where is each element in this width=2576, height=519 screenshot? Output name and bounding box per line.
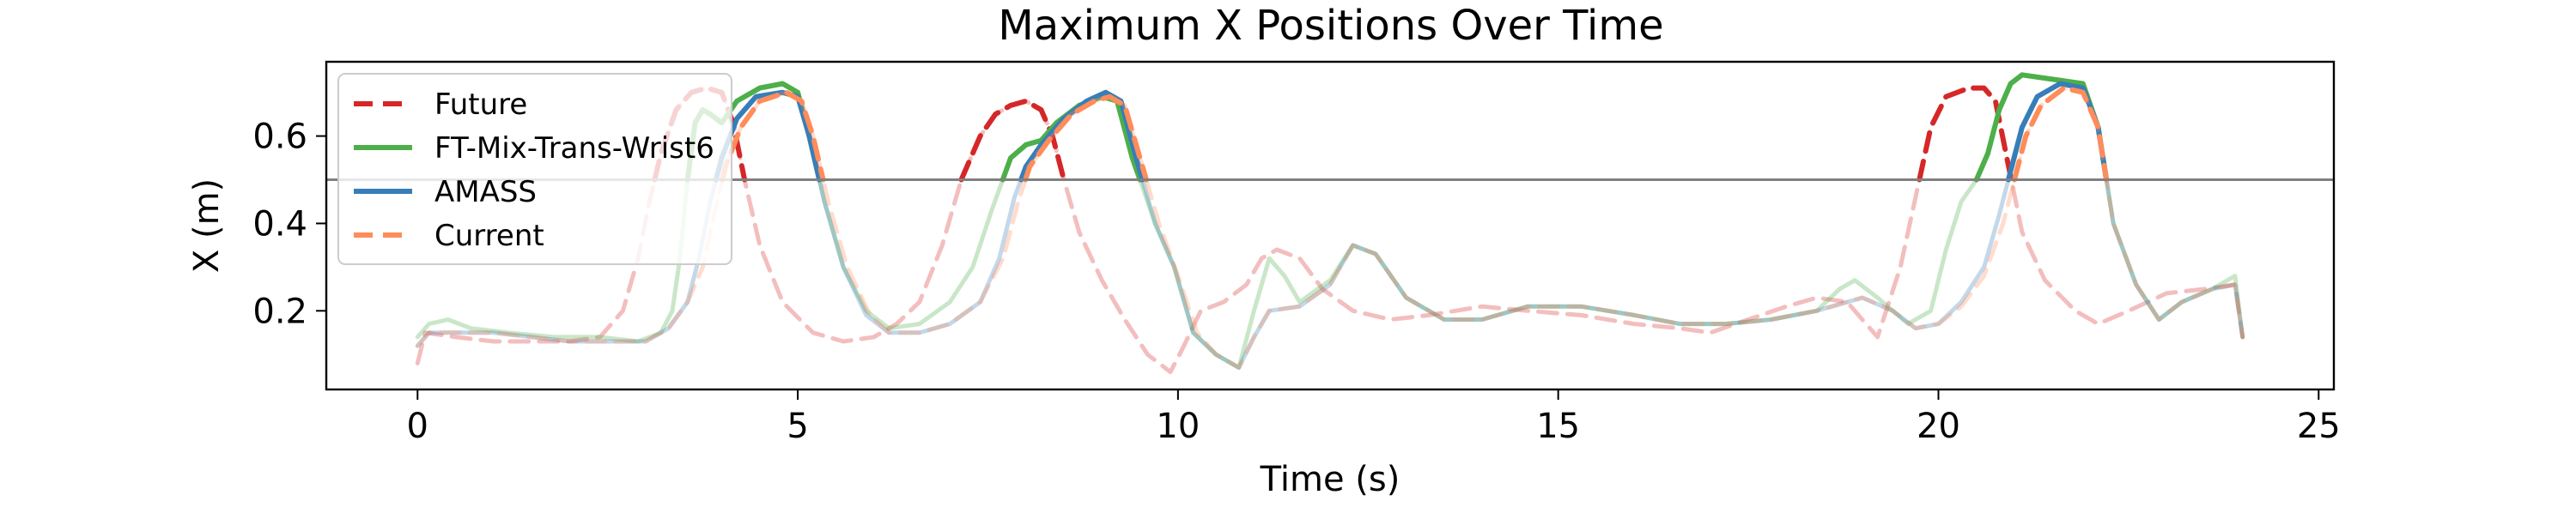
plot-frame [325,60,2336,391]
x-tick-label: 10 [1156,407,1200,446]
x-tick-label: 15 [1536,407,1580,446]
x-tick-label: 5 [787,407,808,446]
series-line-amass-peak-2 [1018,89,1145,183]
series-line-amass-peak-3 [2006,81,2110,183]
x-tick-label: 0 [407,407,428,446]
legend-label-amass: AMASS [434,175,537,209]
chart-title: Maximum X Positions Over Time [998,2,1663,50]
legend-label-ft-mix-trans-wrist6: FT-Mix-Trans-Wrist6 [434,131,714,166]
x-tick-label: 25 [2297,407,2341,446]
legend-label-future: Future [434,88,527,122]
y-tick-label: 0.4 [252,204,307,244]
plot-area [326,72,2334,375]
y-axis: 0.2 0.4 0.6 [252,118,326,331]
legend-label-current: Current [434,219,544,253]
y-tick-label: 0.6 [252,118,307,157]
series-line-current-peak-2 [1023,94,1149,183]
x-axis: 0 5 10 15 20 25 [407,389,2341,446]
legend: Future FT-Mix-Trans-Wrist6 AMASS Current [337,73,732,265]
x-tick-label: 20 [1917,407,1960,446]
series-line-future-peak-3 [1917,85,2014,183]
legend-box [337,73,732,265]
y-tick-label: 0.2 [252,292,307,331]
x-axis-label: Time (s) [1260,460,1400,499]
legend-items: Future FT-Mix-Trans-Wrist6 AMASS Current [354,88,714,253]
series-line-ft-mix-trans-wrist6-peak-3 [1973,72,2110,183]
series-group [326,72,2334,375]
y-axis-label: X (m) [187,178,227,273]
series-line-current-peak-3 [2012,85,2110,183]
